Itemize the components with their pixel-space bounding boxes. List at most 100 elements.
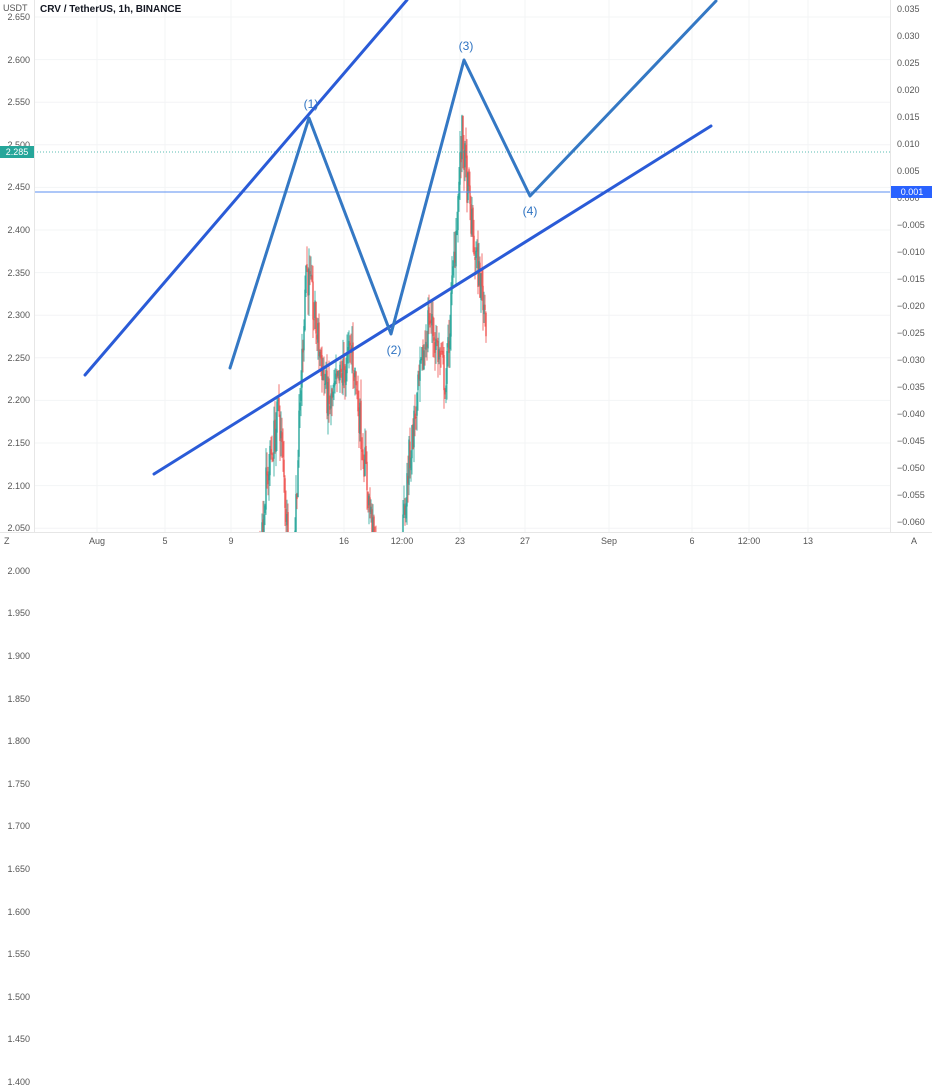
candle-body <box>343 355 345 371</box>
candle-body <box>485 312 487 337</box>
candle-body <box>407 475 409 484</box>
candle-body <box>409 441 411 469</box>
candle-body <box>439 350 441 358</box>
candle-body <box>315 301 317 334</box>
candle-body <box>352 342 354 371</box>
candle-body <box>317 323 319 343</box>
candle-body <box>332 391 334 398</box>
candle-body <box>270 449 272 455</box>
left-axis-tick: 1.500 <box>7 991 30 1002</box>
time-axis-tick: 12:00 <box>390 536 414 546</box>
candle-body <box>279 414 281 442</box>
right-axis-tick: 0.015 <box>897 112 920 122</box>
candle-body <box>457 196 459 231</box>
price-chart[interactable] <box>34 0 890 532</box>
candle-body <box>305 265 307 294</box>
candle-body <box>277 400 279 402</box>
candle-body <box>285 509 287 522</box>
wave-label-4: (4) <box>522 204 538 218</box>
candle-body <box>318 322 320 356</box>
left-axis-tick: 2.400 <box>7 225 30 235</box>
candle-body <box>436 339 438 343</box>
candle-body <box>333 382 335 388</box>
right-axis-tick: −0.040 <box>897 409 925 419</box>
candle-body <box>477 243 479 287</box>
grid-lines <box>34 0 890 532</box>
candle-body <box>469 185 471 204</box>
candle-body <box>283 459 285 478</box>
left-axis-tick: 2.100 <box>7 480 30 491</box>
left-axis-tick: 2.300 <box>7 310 30 321</box>
symbol-title: CRV / TetherUS, 1h, BINANCE <box>40 4 182 15</box>
candle-body <box>421 347 423 361</box>
chart-area[interactable]: CRV / TetherUS, 1h, BINANCE (1) (2) (3) … <box>34 0 890 532</box>
candle-body <box>481 269 483 287</box>
left-axis-tick: 2.500 <box>7 139 30 150</box>
candle-body <box>337 371 339 376</box>
right-price-axis[interactable]: 0.035 0.030 0.025 0.020 0.015 0.010 0.005 0.000… <box>890 0 932 532</box>
candle-body <box>309 271 311 275</box>
candle-body <box>302 348 304 353</box>
candle-body <box>434 342 436 353</box>
candle-body <box>347 347 349 351</box>
left-axis-tick: 1.400 <box>7 1077 30 1087</box>
time-axis-tick: 16 <box>338 536 350 546</box>
wave-label-1: (1) <box>303 97 319 111</box>
candle-body <box>448 340 450 353</box>
candle-body <box>367 491 369 509</box>
candle-body <box>472 207 474 237</box>
right-axis-tick: −0.010 <box>897 247 925 257</box>
candle-body <box>328 378 330 404</box>
candle-body <box>313 319 315 321</box>
candle-body <box>456 230 458 236</box>
candle-body <box>427 310 429 349</box>
candle-body <box>307 268 309 296</box>
unit-label: USDT <box>3 3 28 13</box>
candle-body <box>366 461 368 491</box>
candle-body <box>437 341 439 363</box>
candle-body <box>479 262 481 298</box>
candle-body <box>371 509 373 532</box>
candle-body <box>419 360 421 381</box>
candle-body <box>458 181 460 199</box>
right-axis-tick: −0.030 <box>897 355 925 365</box>
candle-body <box>301 348 303 388</box>
candle-body <box>413 410 415 448</box>
right-axis-tick: −0.025 <box>897 328 925 338</box>
candle-body <box>266 471 268 476</box>
left-price-axis[interactable]: USDT 2.650 2.600 2.550 2.500 2.450 2.400 2.350… <box>0 0 35 1087</box>
candle-body <box>345 369 347 386</box>
candle-body <box>480 273 482 300</box>
candle-body <box>357 390 359 412</box>
candle-body <box>261 522 263 532</box>
candle-body <box>354 367 356 378</box>
candle-body <box>319 352 321 358</box>
candle-body <box>361 449 363 452</box>
candle-body <box>362 449 364 461</box>
candle-body <box>470 204 472 234</box>
timezone-button[interactable]: Z <box>4 536 10 546</box>
time-axis-tick: 12:00 <box>737 536 761 546</box>
time-axis[interactable]: Z Aug 5 9 16 12:00 23 27 Sep 6 12:00 13 A <box>0 532 932 551</box>
candle-body <box>273 420 275 459</box>
candle-body <box>327 382 329 416</box>
right-axis-tick: 0.035 <box>897 4 920 14</box>
left-axis-tick: 2.150 <box>7 438 30 448</box>
candle-body <box>404 505 406 515</box>
candle-body <box>372 517 374 532</box>
candle-body <box>348 340 350 351</box>
auto-scale-button[interactable]: A <box>911 536 918 546</box>
candle-body <box>349 342 351 346</box>
candle-body <box>324 383 326 385</box>
candle-body <box>403 503 405 515</box>
candle-body <box>441 350 443 353</box>
candle-body <box>412 424 414 450</box>
candle-body <box>363 459 365 477</box>
candle-body <box>369 497 371 513</box>
candle-body <box>284 478 286 508</box>
candle-body <box>423 350 425 370</box>
candle-body <box>468 169 470 187</box>
candle-body <box>406 473 408 507</box>
right-axis-tick: −0.045 <box>897 436 925 446</box>
candle-body <box>432 316 434 337</box>
